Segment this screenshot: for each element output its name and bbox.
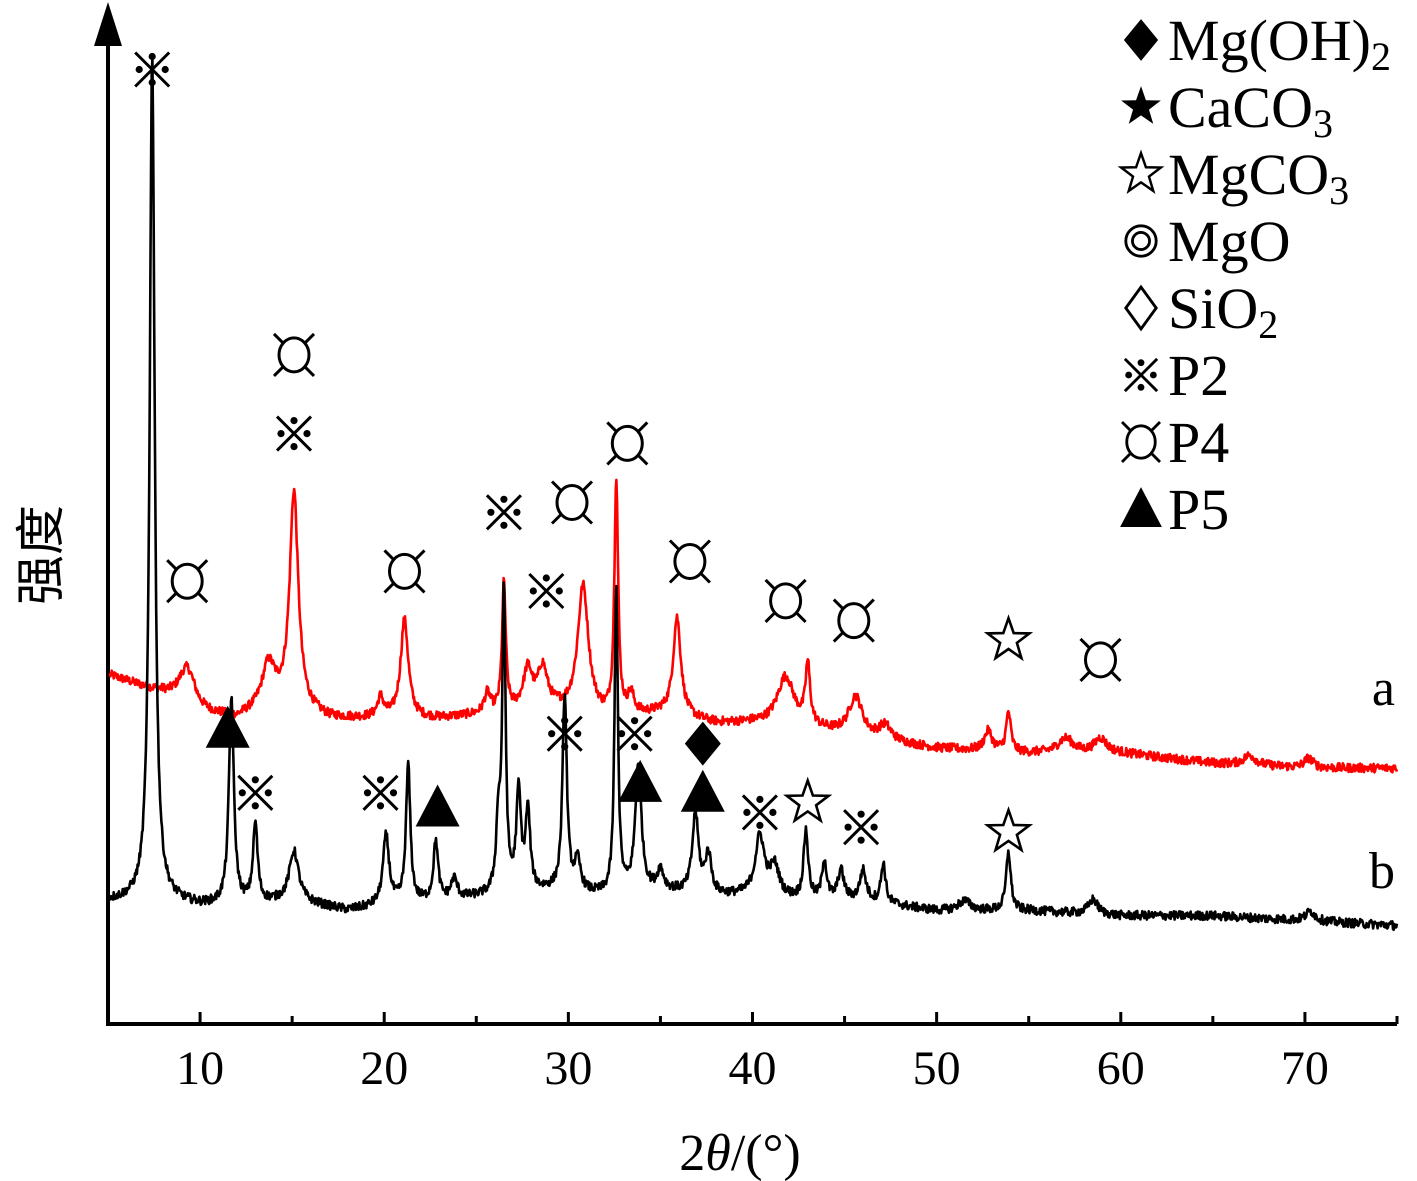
legend-symbol-open-diamond [1124, 285, 1158, 331]
legend-label-1: CaCO3 [1168, 75, 1333, 146]
x-axis-title: 2θ/(°) [679, 1125, 800, 1181]
legend-symbol-filled-star [1121, 86, 1161, 124]
marker-b-reference-mark-0 [133, 51, 171, 88]
marker-b-filled-diamond-8 [684, 721, 721, 766]
marker-b-open-star-11 [785, 779, 830, 822]
legend-symbol-currency-sign [1120, 420, 1162, 464]
marker-b-reference-mark-6 [616, 715, 654, 753]
legend-symbol-filled-diamond [1123, 19, 1159, 61]
y-axis-arrow [94, 2, 122, 46]
x-tick-labels: 10 20 30 40 50 60 70 [176, 1042, 1329, 1095]
legend-item-5: P2 [1123, 343, 1229, 408]
series-line-b [108, 58, 1399, 931]
legend-label-7: P5 [1168, 477, 1229, 542]
marker-b-reference-mark-10 [741, 793, 779, 831]
marker-a-currency-sign-6 [550, 480, 594, 525]
legend-item-6: P4 [1120, 410, 1229, 475]
marker-a-currency-sign-9 [764, 578, 808, 624]
marker-b-filled-triangle-9 [680, 769, 725, 812]
x-tick-label-60: 60 [1097, 1042, 1145, 1095]
x-tick-label-40: 40 [729, 1042, 777, 1095]
x-tick-label-20: 20 [360, 1042, 408, 1095]
y-axis-title: 强度 [12, 505, 70, 605]
marker-a-reference-mark-1 [275, 415, 313, 453]
marker-b-reference-mark-12 [842, 808, 880, 846]
marker-a-currency-sign-3 [383, 548, 426, 594]
curve-labels: ab [1369, 660, 1395, 900]
curves [108, 58, 1399, 931]
legend-item-2: MgCO3 [1119, 142, 1349, 213]
legend-symbol-open-star [1119, 151, 1163, 193]
axes: 10 20 30 40 50 60 70 [94, 2, 1399, 1095]
marker-a-currency-sign-10 [832, 598, 876, 644]
series-line-a [108, 478, 1399, 774]
marker-b-reference-mark-3 [362, 774, 399, 812]
x-tick-label-10: 10 [176, 1042, 224, 1095]
legend-item-4: SiO2 [1124, 276, 1278, 347]
marker-a-currency-sign-7 [605, 420, 649, 466]
legend-label-0: Mg(OH)2 [1168, 8, 1391, 79]
x-ticks [106, 1012, 1399, 1024]
marker-b-reference-mark-5 [546, 715, 584, 753]
legend-symbol-double-circle [1124, 224, 1158, 258]
x-tick-label-50: 50 [913, 1042, 961, 1095]
legend-label-2: MgCO3 [1168, 142, 1349, 213]
legend-label-3: MgO [1168, 209, 1290, 274]
series-label-b: b [1369, 843, 1395, 900]
peak-markers [133, 51, 1122, 852]
marker-a-reference-mark-4 [485, 493, 523, 531]
legend-label-5: P2 [1168, 343, 1229, 408]
marker-a-currency-sign-0 [165, 558, 209, 604]
marker-a-open-star-11 [986, 616, 1031, 660]
legend-item-7: P5 [1120, 477, 1229, 542]
legend-item-3: MgO [1124, 209, 1290, 274]
marker-b-reference-mark-2 [236, 774, 274, 812]
legend-symbol-reference-mark [1123, 357, 1159, 393]
marker-a-currency-sign-2 [272, 332, 316, 378]
marker-b-filled-triangle-7 [618, 759, 663, 802]
x-tick-label-70: 70 [1281, 1042, 1329, 1095]
legend-item-0: Mg(OH)2 [1123, 8, 1391, 79]
marker-a-currency-sign-12 [1079, 637, 1122, 683]
marker-a-currency-sign-8 [668, 539, 712, 584]
marker-b-filled-triangle-4 [415, 784, 460, 827]
marker-a-reference-mark-5 [527, 572, 565, 610]
legend-item-1: CaCO3 [1121, 75, 1333, 146]
marker-b-open-star-13 [986, 808, 1031, 852]
x-tick-label-30: 30 [544, 1042, 592, 1095]
legend-label-6: P4 [1168, 410, 1229, 475]
series-label-a: a [1372, 660, 1395, 717]
legend-symbol-filled-triangle [1120, 487, 1162, 528]
legend-label-4: SiO2 [1168, 276, 1278, 347]
